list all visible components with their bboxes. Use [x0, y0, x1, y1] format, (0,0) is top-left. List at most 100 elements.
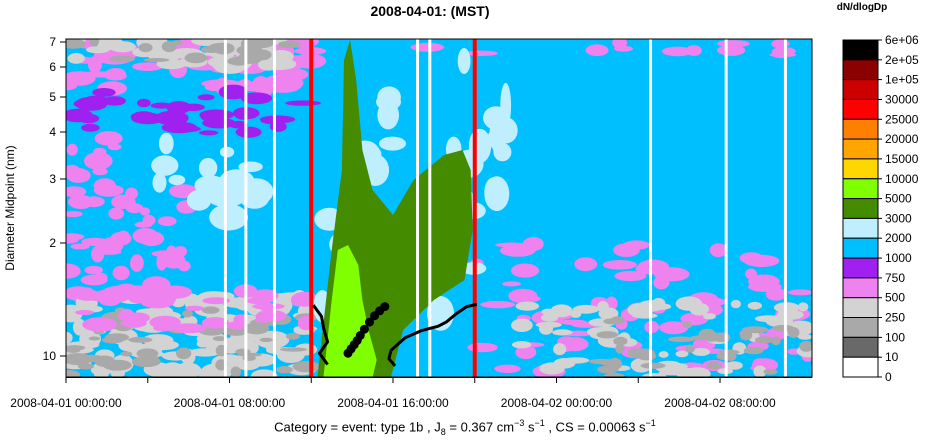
purple-contour [92, 88, 116, 97]
growth-rate-point [365, 317, 374, 327]
x-tick-label: 2008-04-02 08:00:00 [664, 396, 776, 410]
colorbar-swatch [842, 356, 879, 378]
dark-grey-contour [66, 369, 81, 377]
x-tick-label: 2008-04-01 16:00:00 [337, 396, 449, 410]
colorbar-swatch [842, 178, 879, 200]
caption-cs-value: , CS = 0.00063 s [544, 419, 646, 435]
colorbar-label: 25000 [885, 112, 919, 126]
colorbar-swatch [842, 336, 879, 358]
colorbar-label: 30000 [885, 93, 919, 107]
violet-contour [93, 184, 124, 197]
y-tick-label: 7 [49, 35, 56, 49]
violet-contour [291, 296, 304, 307]
purple-contour [66, 108, 93, 123]
pale-blue-contour [152, 172, 167, 193]
dark-grey-contour [212, 336, 227, 342]
grey-contour [511, 341, 532, 349]
violet-contour [66, 236, 79, 244]
colorbar-swatch [842, 297, 879, 319]
purple-contour [235, 126, 262, 138]
colorbar-label: 20000 [885, 132, 919, 146]
violet-contour [110, 231, 132, 246]
colorbar-label: 0 [885, 370, 892, 384]
y-tick-label: 2 [49, 236, 56, 250]
dark-grey-contour [607, 357, 623, 370]
grey-contour [66, 331, 73, 344]
violet-contour [465, 50, 499, 56]
pale-blue-contour [220, 146, 235, 158]
grey-contour [570, 310, 582, 318]
violet-contour [74, 289, 102, 301]
violet-contour [467, 342, 498, 353]
violet-contour [745, 268, 758, 280]
violet-contour [522, 236, 544, 252]
dark-grey-contour [718, 349, 740, 355]
violet-contour [66, 263, 81, 279]
violet-contour [105, 68, 126, 80]
y-axis-label: Diameter Midpoint (nm) [3, 145, 17, 270]
violet-contour [172, 323, 206, 334]
grey-contour [66, 304, 83, 323]
colorbar-swatch [842, 39, 879, 61]
x-tick-label: 2008-04-01 00:00:00 [10, 396, 122, 410]
growth-rate-point [359, 324, 369, 334]
violet-contour [614, 270, 647, 282]
colorbar-label: 100 [885, 330, 905, 344]
y-tick-label: 3 [49, 172, 56, 186]
pale-blue-contour [484, 176, 510, 212]
colorbar-swatch [842, 158, 879, 180]
violet-contour [685, 45, 702, 56]
violet-contour [653, 267, 690, 282]
y-tick-label: 4 [49, 125, 56, 139]
purple-contour [240, 92, 273, 105]
grey-contour [702, 313, 716, 320]
y-tick-label: 5 [49, 90, 56, 104]
grey-contour [196, 339, 209, 348]
violet-contour [519, 295, 541, 302]
dark-grey-contour [201, 306, 220, 314]
grey-contour [156, 59, 186, 70]
pale-blue-contour [209, 204, 249, 231]
dark-grey-contour [292, 360, 321, 373]
pale-blue-contour [239, 186, 270, 209]
caption-j-value: = 0.367 cm [445, 419, 515, 435]
colorbar-label: 1000 [885, 251, 912, 265]
grey-contour [515, 301, 540, 311]
violet-contour [661, 46, 694, 57]
dark-grey-contour [682, 321, 693, 329]
dark-grey-contour [279, 347, 308, 352]
violet-contour [709, 243, 727, 258]
violet-contour [753, 358, 767, 367]
caption-cs-exponent: −1 [645, 418, 656, 428]
violet-contour [495, 242, 528, 248]
colorbar-label: 5000 [885, 192, 912, 206]
grey-contour [99, 39, 123, 47]
purple-contour [197, 94, 215, 101]
colorbar-swatch [842, 277, 879, 299]
colorbar-label: 15000 [885, 152, 919, 166]
violet-contour [157, 216, 177, 227]
dark-grey-contour [136, 348, 159, 359]
pale-blue-contour [377, 101, 400, 130]
dark-grey-contour [613, 336, 628, 346]
lime-contour-10000 [323, 245, 377, 377]
dark-grey-contour [771, 336, 781, 346]
dark-grey-contour [88, 336, 101, 341]
contour-field [66, 39, 812, 377]
violet-contour [119, 308, 135, 322]
violet-contour [75, 309, 94, 316]
dark-grey-contour [108, 55, 136, 63]
caption-prefix: Category = event: type 1b , J [274, 419, 441, 435]
violet-contour [262, 309, 277, 317]
violet-contour [66, 186, 87, 198]
violet-contour [226, 321, 246, 330]
violet-contour [140, 295, 175, 309]
violet-contour [82, 317, 118, 332]
y-tick-label: 10 [43, 349, 57, 363]
dark-grey-contour [138, 43, 153, 53]
caption-s-unit: s [524, 419, 535, 435]
dark-grey-contour [184, 52, 208, 64]
violet-contour [98, 292, 122, 306]
violet-contour [84, 265, 103, 275]
